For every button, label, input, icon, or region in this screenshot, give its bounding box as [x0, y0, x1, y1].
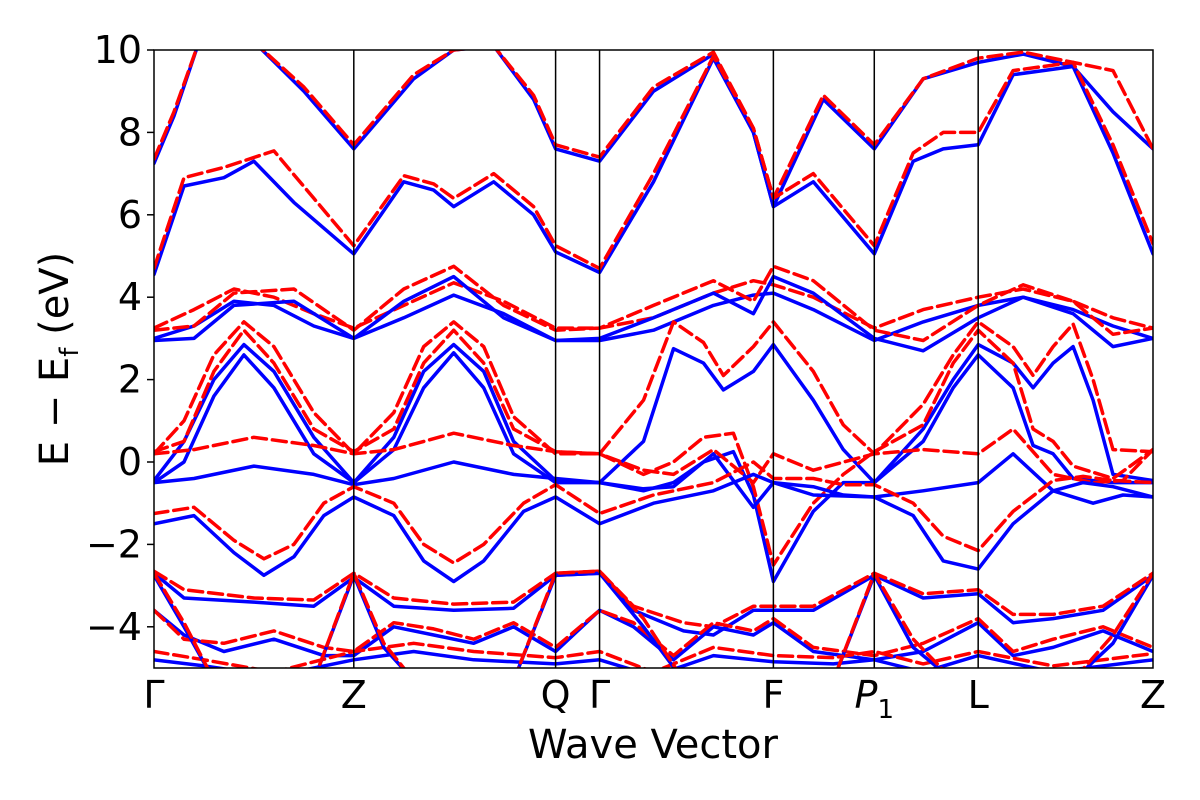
x-tick-label-0: Γ [143, 673, 164, 717]
y-axis-label-unit: (eV) [32, 252, 78, 348]
y-axis-label-main: E − E [32, 357, 78, 467]
x-tick-label-4: F [762, 673, 784, 717]
blue-band-9 [154, 571, 1153, 637]
y-tick-label-3: 4 [118, 275, 142, 319]
red-band-5 [154, 320, 1153, 456]
x-axis-label: Wave Vector [528, 722, 779, 768]
kpoint-lines [353, 50, 979, 668]
x-ticks: Γ Z Q Γ F P1 L Z [143, 673, 1166, 725]
y-tick-label-1: 8 [118, 110, 142, 154]
red-band-8 [154, 460, 1153, 565]
y-axis-label: E − Ef (eV) [32, 252, 85, 467]
red-band-2 [154, 54, 1153, 271]
x-tick-label-2: Q [541, 673, 571, 717]
y-tick-label-0: 10 [94, 28, 142, 72]
red-band-9 [154, 569, 1153, 629]
x-tick-label-7: Z [1140, 673, 1166, 717]
blue-band-4 [154, 274, 1153, 353]
y-tick-label-7: −4 [86, 605, 142, 649]
red-band-3 [154, 278, 1153, 330]
red-band-1 [154, 50, 1153, 201]
y-axis-label-sub: f [55, 347, 85, 357]
red-band-6 [154, 328, 1153, 567]
blue-band-2 [154, 56, 1153, 277]
y-tick-label-6: −2 [86, 522, 142, 566]
plot-area-background [154, 50, 1153, 668]
plot-frame [153, 49, 1154, 669]
x-tick-label-3: Γ [589, 673, 610, 717]
y-ticks: 10 8 6 4 2 0 −2 −4 [86, 28, 154, 649]
blue-band-5 [154, 342, 1153, 485]
blue-band-7 [154, 452, 1153, 510]
x-tick-label-5: P1 [855, 673, 894, 725]
blue-band-8 [154, 472, 1153, 584]
x-tick-label-1: Z [341, 673, 367, 717]
y-tick-label-5: 0 [118, 440, 142, 484]
blue-band-1 [154, 50, 1153, 209]
red-band-4 [154, 264, 1153, 343]
blue-band-3 [154, 291, 1153, 343]
y-tick-label-4: 2 [118, 358, 142, 402]
x-tick-label-6: L [968, 673, 989, 717]
red-band-7 [154, 427, 1153, 485]
red-band-11 [154, 641, 1153, 668]
y-tick-label-2: 6 [118, 193, 142, 237]
